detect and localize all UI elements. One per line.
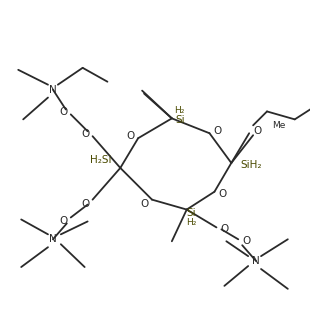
Text: O: O (242, 236, 250, 246)
Text: O: O (213, 126, 221, 136)
Text: O: O (60, 108, 68, 117)
Text: N: N (49, 234, 57, 244)
Text: H₂Si: H₂Si (90, 155, 111, 165)
Text: SiH₂: SiH₂ (240, 160, 262, 170)
Text: O: O (60, 216, 68, 227)
Text: O: O (126, 131, 134, 141)
Text: O: O (220, 224, 229, 234)
Text: O: O (218, 189, 226, 199)
Text: Me: Me (272, 121, 285, 130)
Text: O: O (140, 199, 148, 209)
Text: N: N (49, 84, 57, 95)
Text: H₂: H₂ (187, 218, 197, 227)
Text: N: N (252, 256, 260, 266)
Text: O: O (81, 129, 90, 139)
Text: O: O (253, 126, 261, 136)
Text: O: O (81, 199, 90, 209)
Text: Si: Si (175, 115, 185, 125)
Text: H₂: H₂ (174, 106, 185, 115)
Text: Si: Si (187, 208, 197, 218)
